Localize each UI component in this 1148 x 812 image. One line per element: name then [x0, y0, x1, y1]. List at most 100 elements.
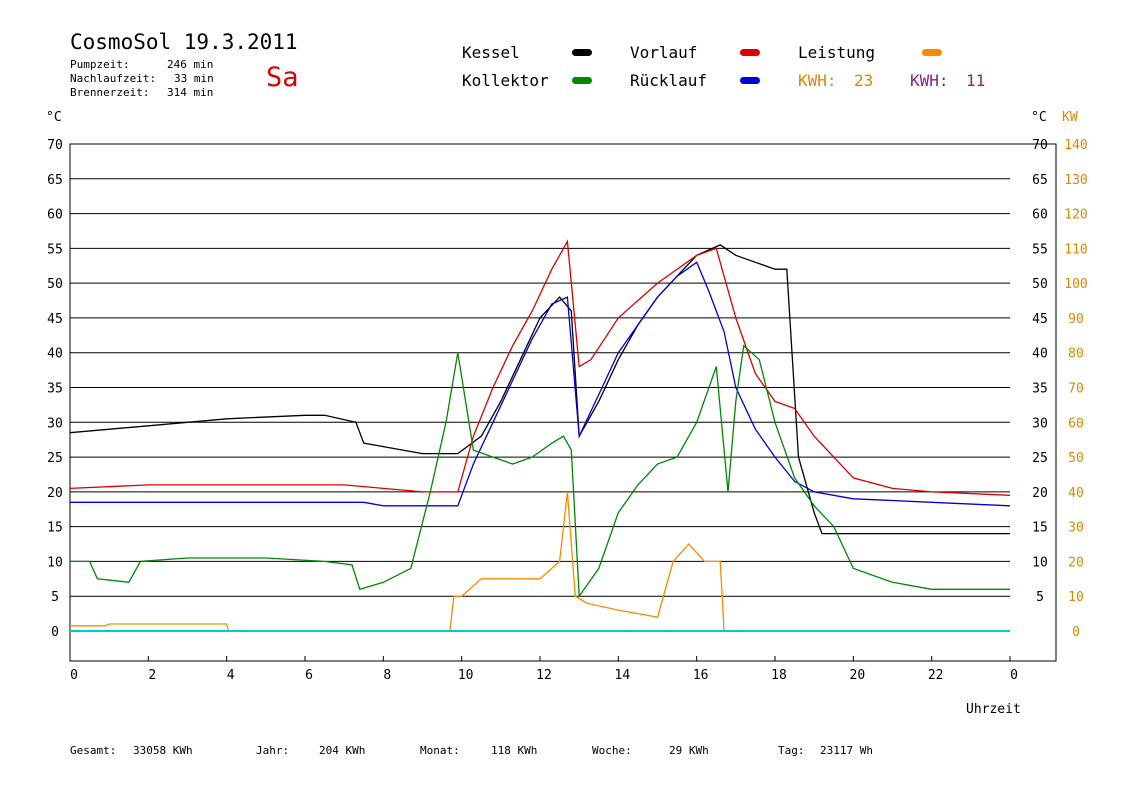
- legend-kwh2-label: KWH:: [910, 71, 949, 90]
- page-title: CosmoSol 19.3.2011: [70, 30, 298, 54]
- footer-jahr-value: 204 KWh: [319, 744, 366, 757]
- footer-jahr-label: Jahr:: [256, 744, 290, 757]
- y-tick-label: 40: [47, 347, 63, 362]
- legend-leistung-swatch: [922, 49, 942, 56]
- footer-monat-label: Monat:: [420, 744, 460, 757]
- y-right-tick-label: 30: [1032, 416, 1048, 431]
- y2-tick-label: 120: [1064, 208, 1087, 223]
- y2-tick-label: 60: [1068, 416, 1084, 431]
- left-axis-unit: °C: [46, 110, 62, 125]
- y2-tick-label: 100: [1064, 277, 1087, 292]
- legend-leistung-label: Leistung: [798, 43, 876, 62]
- legend-vorlauf-label: Vorlauf: [630, 43, 698, 62]
- y-right-tick-label: 35: [1032, 382, 1048, 397]
- y2-tick-label: 90: [1068, 312, 1084, 327]
- x-tick-label: 6: [305, 668, 313, 683]
- stat-nachlaufzeit-label: Nachlaufzeit:: [70, 72, 157, 85]
- y-tick-label: 70: [47, 138, 63, 153]
- x-tick-label: 20: [850, 668, 866, 683]
- y-right-tick-label: 50: [1032, 277, 1048, 292]
- x-tick-label: 22: [928, 668, 944, 683]
- y2-tick-label: 20: [1068, 555, 1084, 570]
- footer-woche-value: 29 KWh: [669, 744, 709, 757]
- series-line-rcklauf: [70, 261, 1011, 507]
- y2-tick-label: 40: [1068, 486, 1084, 501]
- y-right-tick-label: 70: [1032, 138, 1048, 153]
- y2-tick-label: 70: [1068, 382, 1084, 397]
- y2-tick-label: 110: [1064, 242, 1087, 257]
- y-tick-label: 55: [47, 242, 63, 257]
- x-tick-label: 16: [693, 668, 709, 683]
- y-right-tick-label: 20: [1032, 486, 1048, 501]
- y-right-tick-label: 65: [1032, 173, 1048, 188]
- legend-kollektor-label: Kollektor: [462, 71, 549, 90]
- y-right-tick-label: 55: [1032, 242, 1048, 257]
- footer-gesamt-value: 33058 KWh: [133, 744, 193, 757]
- footer-gesamt-label: Gesamt:: [70, 744, 117, 757]
- stat-pumpzeit-label: Pumpzeit:: [70, 58, 130, 71]
- y-tick-label: 50: [47, 277, 63, 292]
- y-right-tick-label: 40: [1032, 347, 1048, 362]
- plot-frame: [69, 143, 1057, 662]
- stat-brennerzeit-value: 314 min: [167, 86, 214, 99]
- x-tick-label: 4: [227, 668, 235, 683]
- series-line-kollektor: [70, 344, 1010, 599]
- y-right-tick-label: 25: [1032, 451, 1048, 466]
- x-tick-label: 10: [458, 668, 474, 683]
- y-tick-label: 65: [47, 173, 63, 188]
- y-right-tick-label: 15: [1032, 521, 1048, 536]
- x-tick-label: 0: [1010, 668, 1018, 683]
- legend-kwh1-value: 23: [854, 71, 874, 90]
- legend-kwh1-label: KWH:: [798, 71, 837, 90]
- footer-tag-value: 23117 Wh: [820, 744, 873, 757]
- x-tick-label: 2: [148, 668, 156, 683]
- stat-pumpzeit-value: 246 min: [167, 58, 214, 71]
- x-tick-label: 14: [615, 668, 631, 683]
- x-axis-label: Uhrzeit: [966, 702, 1021, 717]
- stat-nachlaufzeit-value: 33 min: [174, 72, 214, 85]
- series-line-leistung: [70, 491, 725, 632]
- y-right-tick-label: 10: [1032, 555, 1048, 570]
- y-tick-label: 45: [47, 312, 63, 327]
- y-right-tick-label: 5: [1036, 590, 1044, 605]
- y-tick-label: 10: [47, 555, 63, 570]
- y-tick-label: 15: [47, 521, 63, 536]
- footer-monat-value: 118 KWh: [491, 744, 538, 757]
- y-tick-label: 60: [47, 208, 63, 223]
- right-axis-unit-kw: KW: [1062, 110, 1078, 125]
- y2-tick-label: 30: [1068, 521, 1084, 536]
- x-tick-label: 8: [383, 668, 391, 683]
- legend-kwh2-value: 11: [966, 71, 986, 90]
- legend-ruecklauf-swatch: [740, 77, 760, 84]
- y-tick-label: 30: [47, 416, 63, 431]
- y-tick-label: 25: [47, 451, 63, 466]
- right-axis-unit: °C: [1031, 110, 1047, 125]
- legend-vorlauf-swatch: [740, 49, 760, 56]
- y-right-tick-label: 45: [1032, 312, 1048, 327]
- footer-woche-label: Woche:: [592, 744, 632, 757]
- x-tick-label: 12: [536, 668, 552, 683]
- legend-ruecklauf-label: Rücklauf: [630, 71, 708, 90]
- legend-kessel-swatch: [572, 49, 592, 56]
- legend-kollektor-swatch: [572, 77, 592, 84]
- y-right-tick-label: 60: [1032, 208, 1048, 223]
- weekday-label: Sa: [266, 62, 299, 93]
- y2-tick-label: 10: [1068, 590, 1084, 605]
- y2-tick-label: 130: [1064, 173, 1087, 188]
- series-line-vorlauf: [69, 239, 1011, 496]
- y2-tick-label: 140: [1064, 138, 1087, 153]
- x-tick-label: 0: [70, 668, 78, 683]
- x-tick-label: 18: [771, 668, 787, 683]
- legend-kessel-label: Kessel: [462, 43, 520, 62]
- y2-tick-label: 50: [1068, 451, 1084, 466]
- y2-tick-label: 0: [1072, 625, 1080, 640]
- y-tick-label: 35: [47, 382, 63, 397]
- y-tick-label: 5: [51, 590, 59, 605]
- y2-tick-label: 80: [1068, 347, 1084, 362]
- stat-brennerzeit-label: Brennerzeit:: [70, 86, 150, 99]
- series-line-kessel: [69, 244, 1010, 535]
- footer-tag-label: Tag:: [778, 744, 805, 757]
- y-tick-label: 20: [47, 486, 63, 501]
- y-tick-label: 0: [51, 625, 59, 640]
